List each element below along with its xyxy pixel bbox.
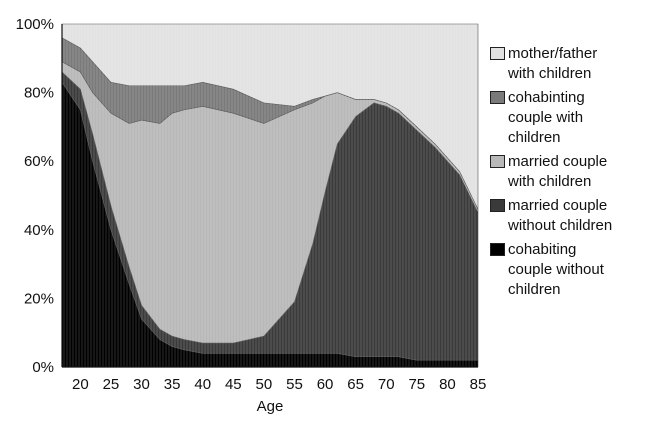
chart-axes (61, 24, 478, 368)
y-tick-label: 20% (24, 290, 54, 307)
x-tick-label: 85 (470, 376, 487, 393)
y-tick-label: 0% (32, 359, 54, 376)
legend-swatch (490, 243, 505, 256)
y-tick-label: 60% (24, 153, 54, 170)
legend-swatch (490, 91, 505, 104)
x-tick-label: 35 (164, 376, 181, 393)
legend-swatch (490, 199, 505, 212)
legend-label: mother/father with children (508, 45, 598, 82)
x-tick-label: 25 (103, 376, 120, 393)
legend-item: cohabiting couple without children (490, 240, 656, 300)
x-tick-label: 50 (256, 376, 273, 393)
legend-label: married couple without children (508, 197, 613, 234)
x-tick-label: 55 (286, 376, 303, 393)
x-tick-label: 45 (225, 376, 242, 393)
legend-label: cohabinting couple with children (508, 89, 585, 146)
x-tick-label: 65 (347, 376, 364, 393)
legend-label: married couple with children (508, 153, 608, 190)
y-tick-label: 100% (16, 16, 54, 33)
legend-item: cohabinting couple with children (490, 88, 656, 148)
x-axis-label: Age (257, 398, 284, 415)
x-tick-label: 70 (378, 376, 395, 393)
x-tick-label: 20 (72, 376, 89, 393)
legend-item: married couple without children (490, 196, 656, 236)
y-tick-label: 40% (24, 222, 54, 239)
legend-label: cohabiting couple without children (508, 241, 604, 298)
legend-swatch (490, 155, 505, 168)
x-tick-label: 30 (133, 376, 150, 393)
x-tick-label: 40 (194, 376, 211, 393)
x-tick-label: 80 (439, 376, 456, 393)
chart-legend: mother/father with children cohabinting c… (490, 44, 656, 304)
area-mother-father-with-children (61, 23, 479, 210)
x-tick-labels: 20 25 30 35 40 45 50 55 60 65 70 75 80 85 (72, 376, 486, 393)
legend-swatch (490, 47, 505, 60)
legend-item: mother/father with children (490, 44, 656, 84)
y-tick-labels: 0% 20% 40% 60% 80% 100% (16, 16, 54, 376)
x-tick-label: 60 (317, 376, 334, 393)
y-tick-label: 80% (24, 85, 54, 102)
legend-item: married couple with children (490, 152, 656, 192)
x-tick-label: 75 (408, 376, 425, 393)
chart-areas (61, 23, 479, 368)
